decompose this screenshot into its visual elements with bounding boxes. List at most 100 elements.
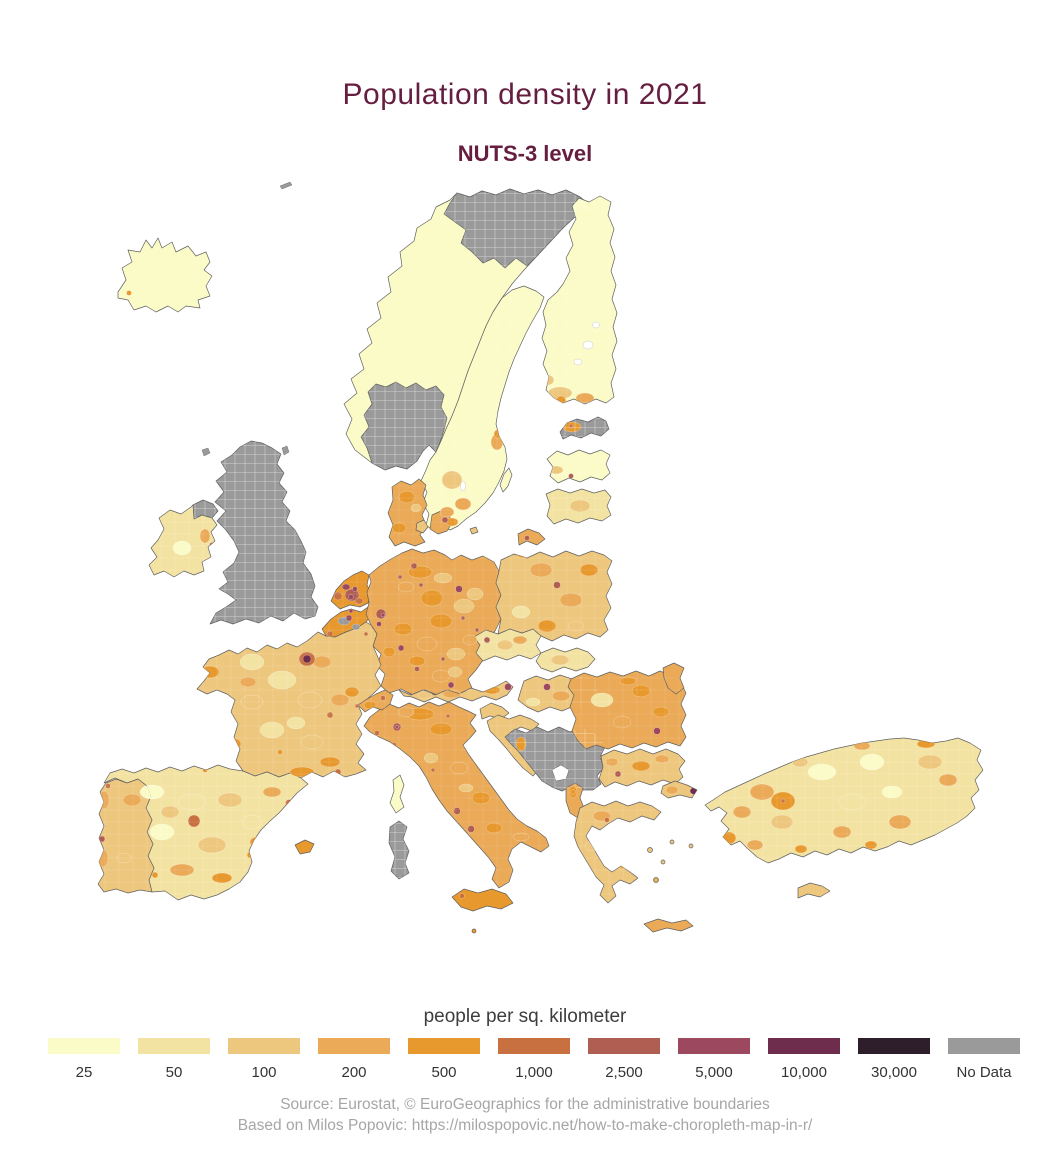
attribution-credit: Based on Milos Popovic: https://milospop… [237, 1117, 813, 1134]
island-faroe [201, 447, 211, 457]
region-kaliningrad [517, 528, 546, 546]
island-cyprus [797, 882, 831, 899]
island-aegean [669, 839, 675, 845]
legend-swatch [228, 1038, 300, 1054]
legend-label: 10,000 [781, 1064, 827, 1081]
island-gotland [499, 467, 513, 493]
legend-swatch [768, 1038, 840, 1054]
nuts-mesh [389, 821, 409, 879]
island-aegean [688, 843, 694, 849]
island-balearics [294, 839, 315, 855]
island-corsica [389, 774, 405, 814]
nuts-mesh [421, 286, 544, 531]
nuts-mesh [542, 196, 617, 404]
legend-title: people per sq. kilometer [423, 1006, 627, 1027]
nuts-mesh-overlay [98, 189, 983, 903]
legend-item-500: 500 [408, 1038, 480, 1081]
nuts-mesh [322, 607, 372, 637]
island-jan-mayen [279, 181, 293, 190]
island-sicily [451, 888, 514, 912]
legend-label: 30,000 [871, 1064, 917, 1081]
nuts-mesh [547, 450, 610, 483]
nuts-mesh [487, 715, 539, 776]
legend-item-200: 200 [318, 1038, 390, 1081]
legend-swatch [498, 1038, 570, 1054]
legend-label: 50 [165, 1064, 183, 1081]
legend-label: No Data [956, 1064, 1012, 1081]
nuts-mesh [568, 671, 686, 749]
legend-swatch [858, 1038, 930, 1054]
region-patch [689, 786, 705, 796]
city-dot [520, 549, 528, 557]
legend-swatch [948, 1038, 1020, 1054]
legend: 25 50 100 200 500 1,000 2,500 5,000 10,000 30,000… [48, 1038, 1020, 1081]
nuts-mesh [358, 690, 393, 712]
nuts-mesh [149, 505, 217, 577]
region-patch [517, 414, 525, 420]
nuts-mesh [388, 479, 427, 546]
nuts-mesh [536, 648, 595, 672]
nuts-mesh [366, 549, 501, 695]
legend-item-nodata: No Data [948, 1038, 1020, 1081]
legend-label: 5,000 [695, 1064, 733, 1081]
nuts-mesh [574, 801, 661, 903]
page-title: Population density in 2021 [342, 78, 708, 111]
source-credit: Source: Eurostat, © EuroGeographics for … [280, 1096, 770, 1113]
country-iceland [117, 237, 213, 313]
legend-item-100: 100 [228, 1038, 300, 1081]
legend-item-2500: 2,500 [588, 1038, 660, 1081]
country-slovenia [479, 702, 510, 720]
island-aegean [647, 847, 653, 853]
legend-swatch [138, 1038, 210, 1054]
island-aegean [653, 877, 659, 883]
region-patch [665, 785, 679, 795]
city-dot [524, 535, 530, 541]
nuts-mesh [560, 417, 609, 439]
legend-swatch [408, 1038, 480, 1054]
island-malta [471, 928, 477, 934]
nuts-mesh [361, 382, 447, 470]
legend-item-50: 50 [138, 1038, 210, 1081]
nuts-mesh [197, 622, 381, 778]
island-crete [643, 918, 694, 933]
legend-label: 2,500 [605, 1064, 643, 1081]
legend-swatch [678, 1038, 750, 1054]
legend-item-1000: 1,000 [498, 1038, 570, 1081]
city-dot [570, 789, 576, 795]
island-shetland [281, 445, 290, 456]
page-subtitle: NUTS-3 level [457, 141, 593, 166]
legend-label: 1,000 [515, 1064, 553, 1081]
legend-label: 25 [75, 1064, 93, 1081]
legend-label: 100 [251, 1064, 277, 1081]
city-dot [632, 865, 636, 869]
legend-item-5000: 5,000 [678, 1038, 750, 1081]
nuts-mesh [518, 675, 599, 712]
legend-item-10000: 10,000 [768, 1038, 840, 1081]
island-aegean [660, 859, 666, 865]
legend-swatch [48, 1038, 120, 1054]
nuts-mesh [331, 571, 371, 609]
nuts-mesh [193, 500, 218, 519]
nuts-mesh [546, 489, 611, 524]
nuts-mesh [474, 629, 541, 661]
nuts-mesh [599, 749, 685, 787]
legend-item-25: 25 [48, 1038, 120, 1081]
nuts-mesh [364, 702, 549, 888]
legend-swatch [318, 1038, 390, 1054]
nuts-mesh [705, 738, 983, 863]
nuts-mesh [496, 551, 612, 641]
city-dot [126, 290, 132, 296]
nuts-mesh [98, 779, 154, 893]
island-bornholm [469, 526, 479, 535]
nuts-mesh [104, 765, 308, 900]
legend-label: 200 [341, 1064, 367, 1081]
nuts-mesh [210, 441, 318, 624]
legend-label: 500 [431, 1064, 457, 1081]
legend-item-30000: 30,000 [858, 1038, 930, 1081]
city-dot [630, 863, 638, 871]
city-dot [459, 893, 465, 899]
legend-swatch [588, 1038, 660, 1054]
nuts-mesh [399, 681, 513, 702]
